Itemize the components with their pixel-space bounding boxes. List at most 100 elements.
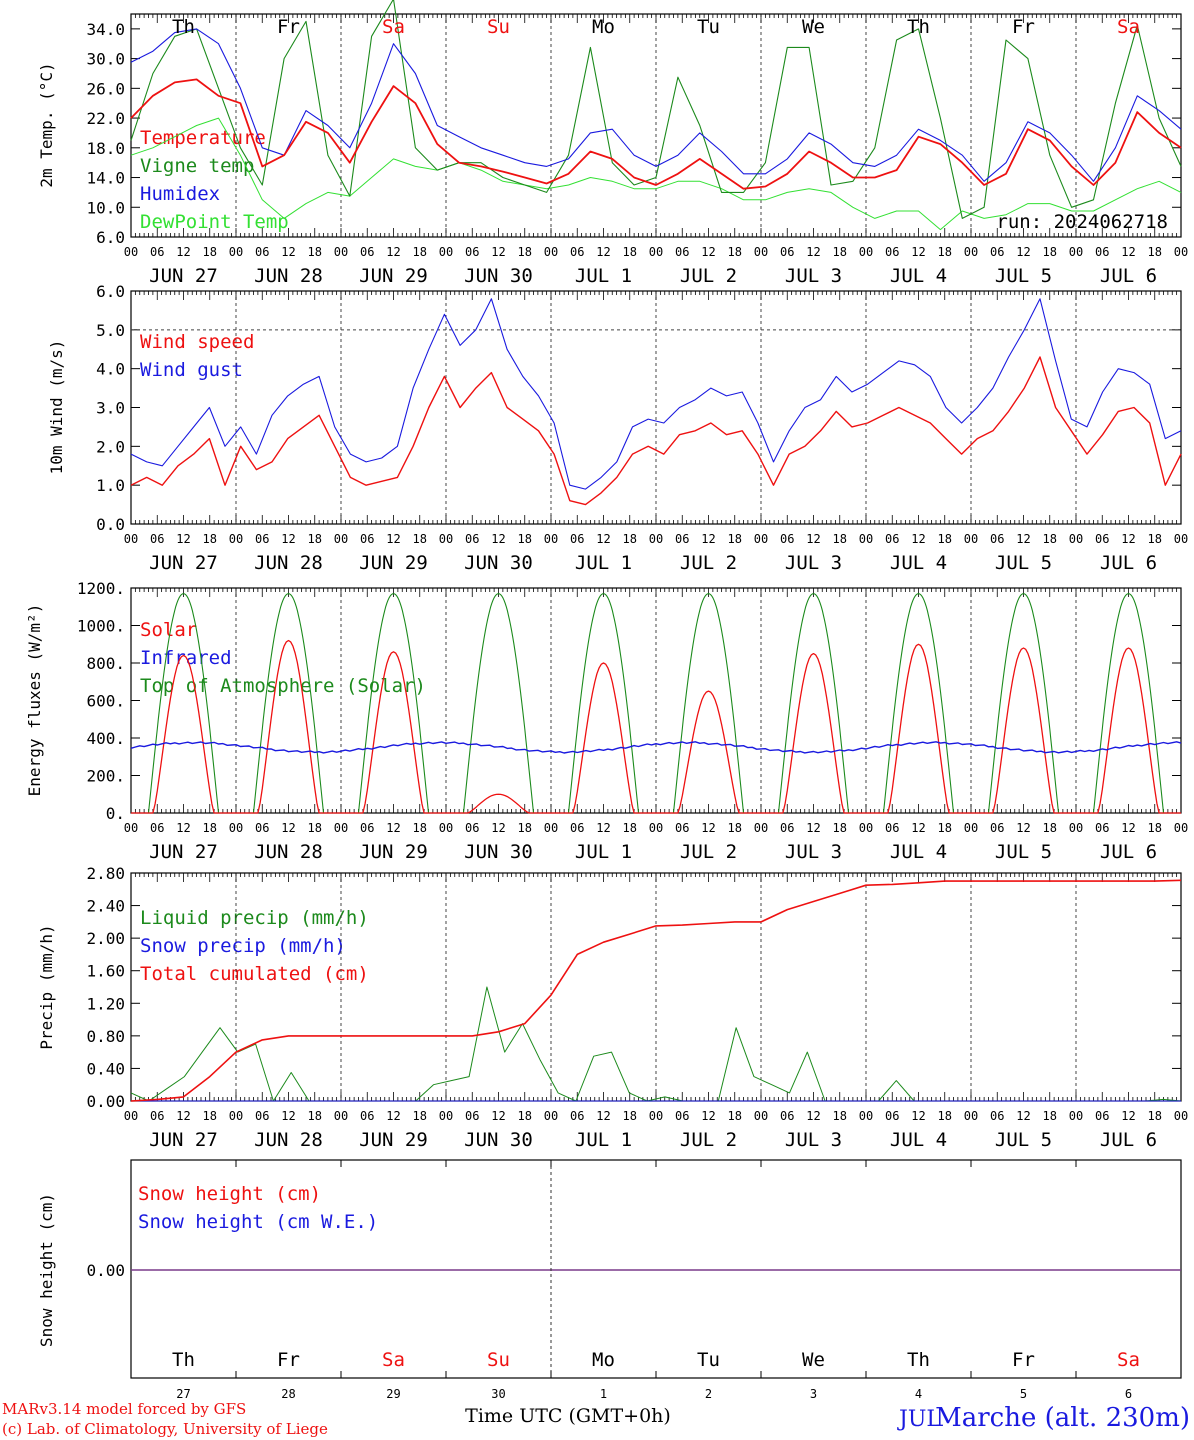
hour-tick-label: 00 [229,245,243,259]
hour-tick-label: 00 [1174,1109,1188,1123]
legend-snow-height: Snow height (cm) [138,1183,321,1205]
hour-tick-label: 06 [990,532,1004,546]
hour-tick-label: 12 [1016,245,1030,259]
overlap-day-text: JUL [897,1407,941,1432]
hour-tick-label: 06 [360,821,374,835]
date-label: JUN 27 [149,1129,218,1151]
panel-3-frame [130,587,1182,814]
temperature-ylabel: 2m Temp. (°C) [37,62,56,187]
date-label: JUL 5 [995,265,1052,287]
hour-tick-label: 00 [124,1109,138,1123]
legend-wind-gust: Wind gust [140,359,243,381]
date-label: JUL 4 [890,1129,947,1151]
precip-panel: Precip (mm/h) Liquid precip (mm/h) Snow … [37,864,1188,1151]
hour-tick-label: 12 [701,821,715,835]
x-axis-label: Time UTC (GMT+0h) [465,1405,671,1427]
y-tick-label: 0.00 [86,1261,125,1280]
date-label: JUL 6 [1100,841,1157,863]
y-tick-label: 2.00 [86,929,125,948]
hour-tick-label: 06 [570,821,584,835]
hour-tick-label: 00 [124,532,138,546]
infrared-line [130,741,1182,754]
day-label: Fr [277,1349,300,1371]
date-label: JUN 29 [359,265,428,287]
day-number: 27 [176,1387,190,1401]
dewpoint-line [130,117,1182,231]
wind-panel: 10m Wind (m/s) Wind speed Wind gust 00 06… [47,282,1188,574]
date-label: JUL 4 [890,265,947,287]
hour-tick-label: 06 [885,245,899,259]
day-label: Th [907,1349,930,1371]
hour-tick-label: 18 [728,1109,742,1123]
hour-tick-label: 18 [728,245,742,259]
y-tick-label: 3.0 [96,399,125,418]
hour-tick-label: 06 [675,1109,689,1123]
day-number: 28 [281,1387,295,1401]
day-label: Sa [382,1349,405,1371]
hour-tick-label: 00 [334,821,348,835]
hour-tick-label: 00 [229,1109,243,1123]
date-label: JUL 4 [890,841,947,863]
hour-tick-label: 12 [701,1109,715,1123]
hour-tick-label: 00 [1174,532,1188,546]
date-label: JUL 5 [995,841,1052,863]
legend-snow-precip: Snow precip (mm/h) [140,935,346,957]
hour-tick-label: 00 [229,821,243,835]
y-tick-label: 0.0 [96,515,125,534]
date-label: JUL 1 [575,841,632,863]
date-label: JUL 6 [1100,552,1157,574]
day-number: 6 [1125,1387,1132,1401]
hour-tick-label: 18 [623,1109,637,1123]
y-tick-label: 6.0 [96,282,125,301]
y-tick-label: 6.0 [96,228,125,247]
hour-tick-label: 06 [465,245,479,259]
hour-tick-label: 12 [176,1109,190,1123]
hour-tick-label: 18 [833,821,847,835]
hour-tick-label: 12 [386,1109,400,1123]
hour-tick-label: 12 [596,1109,610,1123]
wind-gust-line [130,298,1182,490]
legend-snow-height-we: Snow height (cm W.E.) [138,1211,378,1233]
hour-tick-label: 18 [728,532,742,546]
y-tick-label: 400. [86,729,125,748]
hour-tick-label: 06 [990,1109,1004,1123]
hour-tick-label: 12 [911,245,925,259]
date-label: JUL 6 [1100,1129,1157,1151]
vigne-temp-line [130,0,1182,219]
y-tick-label: 1.20 [86,994,125,1013]
hour-tick-label: 00 [859,821,873,835]
model-credit: MARv3.14 model forced by GFS [2,1400,246,1418]
hour-tick-label: 00 [1069,245,1083,259]
hour-tick-label: 12 [281,245,295,259]
hour-tick-label: 18 [518,532,532,546]
hour-tick-label: 12 [176,532,190,546]
energy-ylabel: Energy fluxes (W/m²) [25,604,44,797]
hour-tick-label: 00 [754,1109,768,1123]
legend-total-cumulated: Total cumulated (cm) [140,963,369,985]
day-label: Sa [382,16,405,38]
hour-tick-label: 06 [255,821,269,835]
hour-tick-label: 00 [439,821,453,835]
y-tick-label: 5.0 [96,321,125,340]
day-number: 3 [810,1387,817,1401]
hour-tick-label: 06 [465,532,479,546]
day-label: Sa [1117,1349,1140,1371]
y-tick-label: 2.80 [86,864,125,883]
legend-toa: Top of Atmosphere (Solar) [140,675,426,697]
hour-tick-label: 00 [124,821,138,835]
day-label: We [802,16,825,38]
date-label: JUL 1 [575,265,632,287]
day-label: Su [487,16,510,38]
solar-line [131,639,1181,814]
hour-tick-label: 18 [203,245,217,259]
hour-tick-label: 12 [1016,821,1030,835]
day-number: 4 [915,1387,922,1401]
day-label: Fr [1012,1349,1035,1371]
hour-tick-label: 00 [649,1109,663,1123]
hour-tick-label: 18 [938,821,952,835]
y-tick-label: 600. [86,692,125,711]
day-label: We [802,1349,825,1371]
date-label: JUL 6 [1100,265,1157,287]
hour-tick-label: 18 [1043,245,1057,259]
